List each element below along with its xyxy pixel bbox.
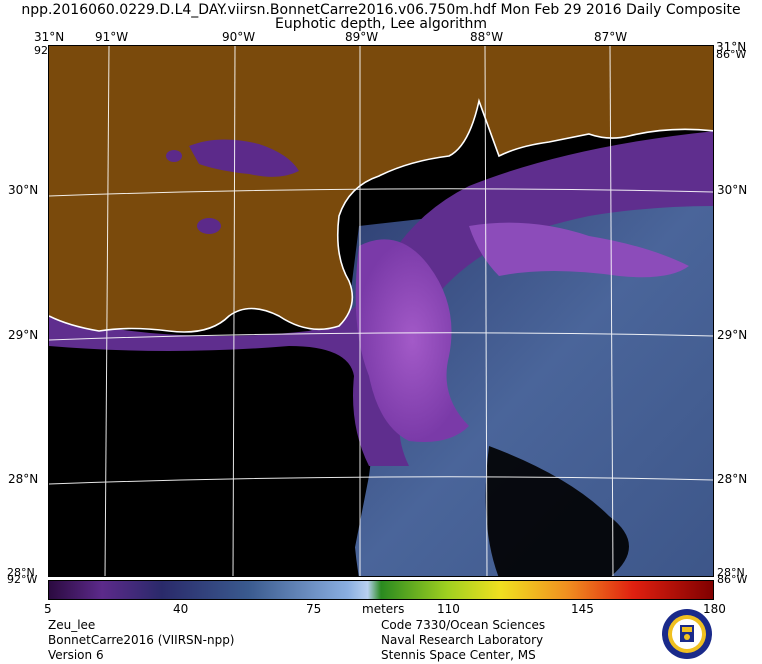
footer-org-code: Code 7330/Ocean Sciences: [381, 618, 546, 632]
corner-top-right-lon: 86°W: [716, 48, 747, 61]
lake-pontchartrain: [189, 139, 299, 177]
image-subtitle: Euphotic depth, Lee algorithm: [274, 16, 488, 32]
lon-label-91: 91°W: [95, 30, 129, 44]
colorbar-unit: meters: [362, 602, 405, 616]
graticule: [49, 46, 713, 576]
lat-label-29-left: 29°N: [8, 328, 39, 342]
colorbar-tick-180: 180: [703, 602, 726, 616]
lat-label-30-left: 30°N: [8, 183, 39, 197]
colorbar-tick-110: 110: [437, 602, 460, 616]
footer-org-location: Stennis Space Center, MS: [381, 648, 536, 662]
plume-east-arm: [469, 222, 689, 278]
lon-label-87: 87°W: [594, 30, 628, 44]
lon-label-90: 90°W: [222, 30, 256, 44]
footer-dataset: BonnetCarre2016 (VIIRSN-npp): [48, 633, 235, 647]
lat-label-28-left: 28°N: [8, 472, 39, 486]
corner-top-left-lat: 31°N: [34, 30, 65, 44]
colorbar-tick-145: 145: [571, 602, 594, 616]
lat-label-29-right: 29°N: [717, 328, 748, 342]
image-title: npp.2016060.0229.D.L4_DAY.viirsn.BonnetC…: [21, 2, 741, 18]
color-scale-gradient: [49, 581, 713, 599]
coastline: [49, 98, 713, 333]
map-canvas: [49, 46, 713, 576]
corner-top-right-lat: 31°N: [716, 40, 747, 54]
satellite-map[interactable]: [48, 45, 714, 577]
lat-label-30-right: 30°N: [717, 183, 748, 197]
corner-bottom-right-lon: 86°W: [717, 573, 748, 586]
lake-small: [197, 218, 221, 234]
nrl-seal-icon: [661, 608, 713, 660]
colorbar-tick-75: 75: [306, 602, 322, 616]
corner-bottom-left-lat: 28°N: [7, 566, 35, 579]
corner-bottom-right-lat: 28°N: [717, 566, 745, 579]
river-plume: [355, 239, 469, 442]
land-area: [49, 46, 713, 332]
lake-small-2: [166, 150, 182, 162]
corner-bottom-left-lon: 92°W: [7, 573, 38, 586]
footer-org-name: Naval Research Laboratory: [381, 633, 544, 647]
footer-version: Version 6: [48, 648, 104, 662]
ocean-cloud-patch: [485, 446, 629, 576]
color-scale-bar: [48, 580, 714, 600]
colorbar-tick-5: 5: [44, 602, 52, 616]
lat-label-28-right: 28°N: [717, 472, 748, 486]
ocean-cloud-patch-2: [49, 336, 372, 576]
lon-label-89: 89°W: [345, 30, 379, 44]
colorbar-tick-40: 40: [173, 602, 189, 616]
lon-label-88: 88°W: [470, 30, 504, 44]
footer-product-name: Zeu_lee: [48, 618, 96, 632]
